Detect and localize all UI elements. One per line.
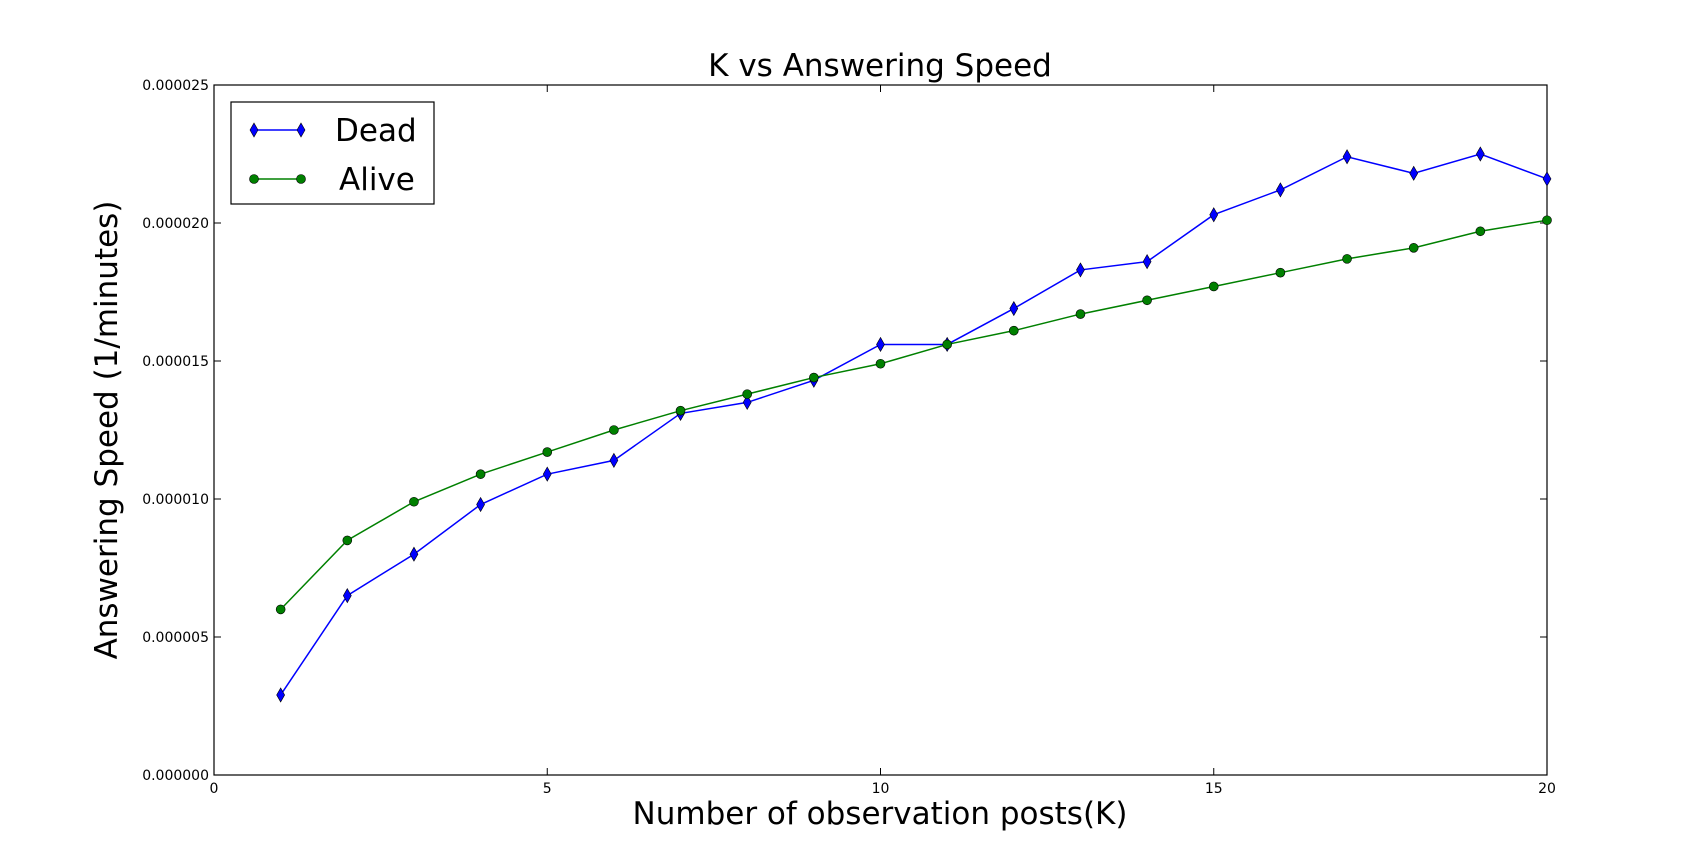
data-point-dead	[476, 496, 485, 513]
series-alive	[275, 215, 1552, 615]
data-point-dead	[609, 452, 619, 468]
legend-marker-dead	[249, 122, 259, 138]
data-point-alive	[942, 339, 952, 350]
y-tick-label: 0.000015	[142, 354, 209, 370]
data-point-dead	[1009, 300, 1019, 317]
data-point-dead	[1476, 146, 1485, 162]
legend-entry-dead: Dead	[249, 113, 417, 149]
data-point-alive	[1075, 309, 1086, 319]
data-point-alive	[342, 535, 353, 546]
y-axis-label: Answering Speed (1/minutes)	[89, 201, 125, 660]
plot-area	[213, 84, 1548, 776]
data-point-dead	[1209, 207, 1219, 223]
legend-entry-alive: Alive	[249, 162, 415, 198]
data-point-alive	[609, 425, 619, 435]
data-point-dead	[1542, 171, 1552, 187]
data-point-alive	[1142, 295, 1152, 306]
x-tick-label: 10	[872, 781, 890, 797]
y-tick-label: 0.000010	[142, 492, 209, 508]
data-point-alive	[475, 469, 486, 479]
data-point-dead	[1276, 182, 1285, 198]
legend-marker-dead	[296, 122, 306, 138]
x-tick-label: 20	[1538, 781, 1556, 797]
data-point-alive	[1542, 215, 1552, 226]
legend-label-alive: Alive	[339, 162, 415, 198]
legend-marker-alive	[249, 174, 259, 184]
series-line-dead	[280, 153, 1548, 696]
data-point-dead	[1409, 165, 1419, 181]
data-point-dead	[876, 336, 885, 353]
x-tick-label: 5	[543, 781, 552, 797]
data-point-dead	[1076, 262, 1085, 278]
data-point-alive	[409, 496, 419, 507]
y-tick-label: 0.000025	[142, 78, 209, 94]
x-axis-label: Number of observation posts(K)	[633, 796, 1128, 832]
y-tick-label: 0.000005	[142, 630, 209, 646]
series-line-alive	[280, 219, 1548, 610]
data-point-alive	[875, 358, 886, 369]
y-tick-label: 0.000020	[142, 216, 209, 232]
data-point-alive	[675, 405, 686, 416]
data-point-alive	[1008, 325, 1019, 336]
data-point-alive	[1475, 226, 1486, 237]
data-point-alive	[809, 372, 819, 383]
x-axis-ticks: 0 5 10 15 20	[210, 85, 1556, 797]
data-point-alive	[275, 604, 286, 615]
data-point-dead	[742, 394, 752, 411]
data-point-alive	[1208, 281, 1219, 292]
data-point-dead	[276, 687, 285, 703]
legend-label-dead: Dead	[335, 113, 417, 149]
data-point-alive	[1275, 267, 1286, 278]
legend-marker-alive	[296, 174, 306, 184]
data-point-dead	[542, 466, 552, 482]
series-layer	[275, 146, 1552, 703]
y-tick-label: 0.000000	[142, 768, 209, 784]
plot-frame	[213, 84, 1548, 776]
legend-box	[230, 101, 435, 205]
data-point-alive	[742, 389, 753, 399]
data-point-dead	[409, 546, 419, 562]
data-point-alive	[1342, 254, 1352, 264]
legend: Dead Alive	[230, 101, 435, 205]
x-tick-label: 0	[210, 781, 219, 797]
data-point-alive	[542, 447, 553, 457]
data-point-dead	[1342, 149, 1352, 165]
data-point-alive	[1408, 243, 1419, 253]
y-axis-ticks: 0.000000 0.000005 0.000010 0.000015 0.000020…	[142, 78, 1547, 784]
data-point-dead	[342, 587, 352, 604]
data-point-dead	[1142, 254, 1152, 270]
x-tick-label: 15	[1205, 781, 1223, 797]
chart-title: K vs Answering Speed	[708, 48, 1052, 84]
